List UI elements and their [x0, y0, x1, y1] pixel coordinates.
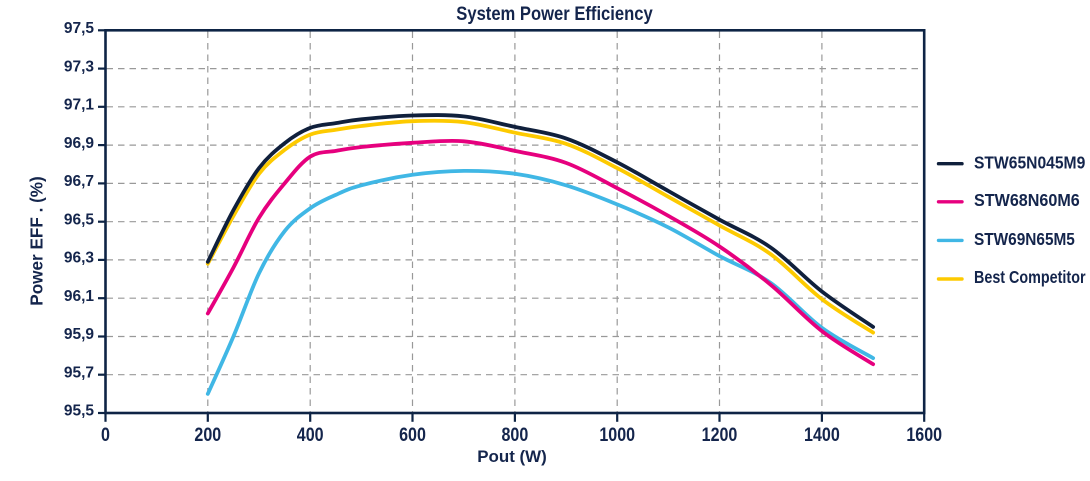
svg-text:Power EFF . (%): Power EFF . (%): [26, 176, 46, 306]
svg-text:96,1: 96,1: [64, 288, 95, 305]
svg-text:96,3: 96,3: [64, 250, 95, 267]
svg-text:STW65N045M9: STW65N045M9: [974, 154, 1085, 173]
svg-text:0: 0: [101, 424, 110, 446]
svg-text:95,7: 95,7: [64, 364, 94, 381]
svg-text:400: 400: [297, 424, 324, 446]
svg-text:97,1: 97,1: [64, 97, 95, 114]
svg-text:Best Competitor: Best Competitor: [974, 269, 1086, 287]
svg-text:1600: 1600: [906, 424, 942, 446]
svg-text:1400: 1400: [804, 424, 840, 446]
svg-text:97,3: 97,3: [64, 58, 95, 75]
svg-text:System Power Efficiency: System Power Efficiency: [456, 3, 653, 24]
svg-text:200: 200: [194, 424, 221, 446]
svg-text:96,9: 96,9: [64, 135, 95, 152]
svg-text:STW69N65M5: STW69N65M5: [974, 230, 1075, 249]
svg-text:95,5: 95,5: [64, 403, 95, 420]
svg-text:800: 800: [502, 424, 529, 446]
svg-text:96,5: 96,5: [64, 211, 95, 228]
svg-text:1000: 1000: [599, 424, 635, 446]
svg-text:Pout (W): Pout (W): [477, 447, 547, 466]
svg-text:600: 600: [399, 424, 426, 446]
svg-text:96,7: 96,7: [64, 173, 94, 190]
svg-text:1200: 1200: [702, 424, 738, 446]
svg-text:95,9: 95,9: [64, 326, 95, 343]
svg-text:STW68N60M6: STW68N60M6: [974, 190, 1080, 210]
svg-text:97,5: 97,5: [64, 20, 95, 37]
